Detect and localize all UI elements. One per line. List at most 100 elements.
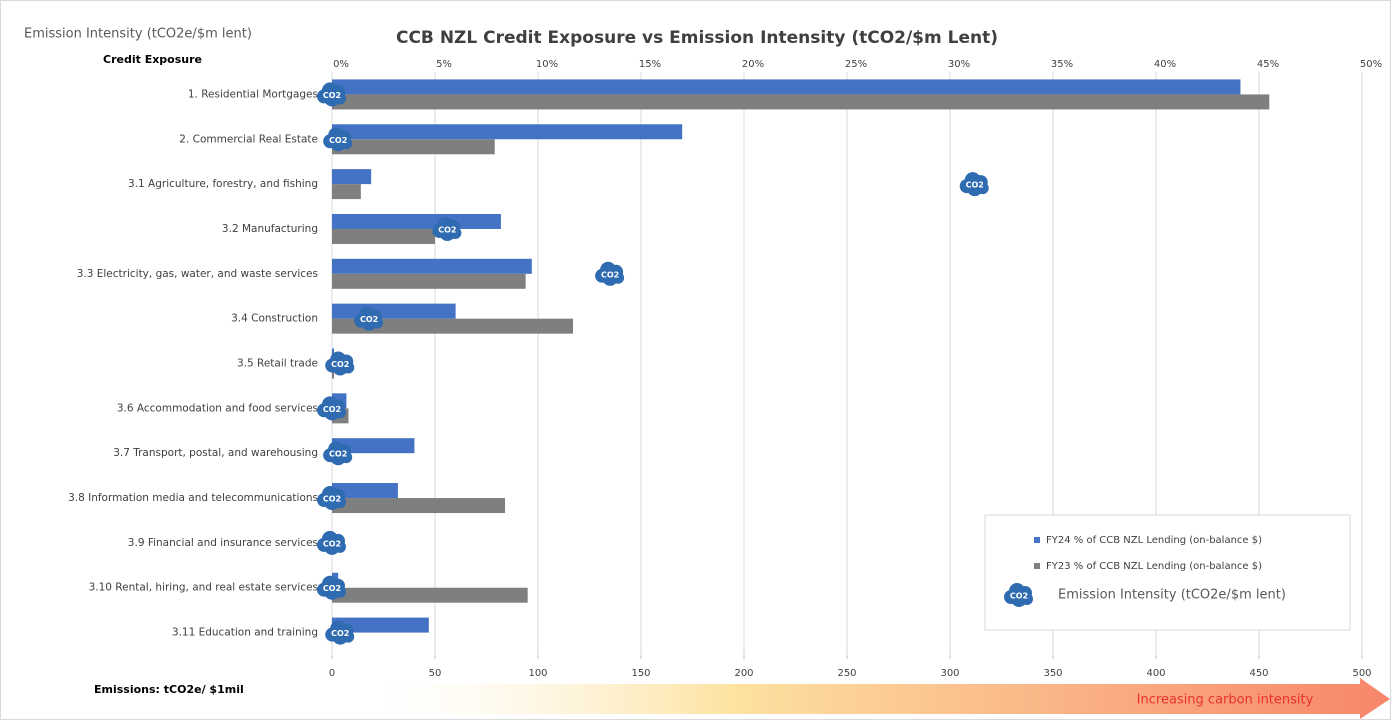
legend-label: Emission Intensity (tCO2e/$m lent) (1058, 588, 1286, 603)
bar (332, 483, 398, 499)
bar (332, 184, 361, 200)
bar (332, 498, 506, 514)
x-tick-label: 20% (742, 59, 764, 70)
cloud-part (330, 135, 347, 152)
emission-point: CO2 (323, 127, 353, 152)
x2-tick-label: 250 (837, 668, 856, 679)
cloud-part (332, 359, 349, 376)
bar (332, 139, 495, 155)
x-tick-label: 30% (948, 59, 970, 70)
emission-point: CO2 (317, 396, 346, 421)
x-tick-label: 0% (333, 59, 349, 70)
y-tick-label: 3.6 Accommodation and food services (117, 402, 318, 414)
bar (332, 213, 501, 229)
cloud-part (966, 180, 983, 197)
legend-icon: CO2 (1004, 583, 1033, 607)
x-tick-label: 10% (536, 59, 558, 70)
bar (332, 79, 1241, 95)
icon-label: CO2 (323, 405, 341, 414)
x2-tick-label: 100 (528, 668, 547, 679)
bar (332, 273, 526, 289)
x2-tick-label: 500 (1352, 668, 1371, 679)
y-tick-label: 3.3 Electricity, gas, water, and waste s… (77, 268, 318, 280)
x2-tick-label: 50 (429, 668, 442, 679)
legend-label: FY23 % of CCB NZL Lending (on-balance $) (1046, 561, 1262, 572)
bar (332, 617, 429, 633)
x2-tick-label: 300 (940, 668, 959, 679)
icon-label: CO2 (331, 629, 349, 638)
x2-tick-label: 150 (631, 668, 650, 679)
top-left-label: Emission Intensity (tCO2e/$m lent) (24, 27, 252, 42)
annotation: Increasing carbon intensity (1137, 693, 1314, 708)
y-tick-label: 3.1 Agriculture, forestry, and fishing (128, 178, 318, 190)
icon-label: CO2 (360, 315, 378, 324)
y-tick-label: 3.5 Retail trade (237, 358, 318, 370)
bar (332, 438, 415, 454)
emission-point: CO2 (432, 216, 462, 241)
cloud-part (1011, 591, 1027, 607)
legend-swatch (1034, 537, 1040, 543)
chart-title: CCB NZL Credit Exposure vs Emission Inte… (396, 28, 998, 48)
emission-point: CO2 (959, 172, 989, 197)
bar (332, 587, 528, 603)
emission-point: CO2 (317, 486, 346, 511)
x2-tick-label: 350 (1043, 668, 1062, 679)
x2-axis-label: Emissions: tCO2e/ $1mil (94, 683, 244, 696)
icon-label: CO2 (329, 136, 347, 145)
y-tick-label: 3.10 Rental, hiring, and real estate ser… (89, 582, 318, 594)
emission-point: CO2 (317, 575, 346, 600)
icon-label: CO2 (323, 584, 341, 593)
bar (332, 169, 372, 185)
y-tick-label: 3.8 Information media and telecommunicat… (68, 492, 318, 504)
emission-point: CO2 (317, 82, 346, 107)
category-axis-label: Credit Exposure (103, 53, 202, 66)
icon-label: CO2 (323, 495, 341, 504)
legend-label: FY24 % of CCB NZL Lending (on-balance $) (1046, 535, 1262, 546)
icon-label: CO2 (331, 360, 349, 369)
icon-label: CO2 (1010, 592, 1028, 601)
emission-point: CO2 (595, 261, 625, 286)
bar (332, 228, 435, 244)
emission-point: CO2 (325, 351, 355, 376)
bar (332, 258, 532, 274)
x2-tick-label: 450 (1249, 668, 1268, 679)
intensity-arrow (380, 678, 1390, 719)
emission-point: CO2 (354, 306, 384, 331)
cloud-part (324, 538, 340, 555)
legend-swatch (1034, 563, 1040, 569)
emission-point: CO2 (325, 620, 355, 645)
icon-label: CO2 (966, 181, 984, 190)
x-tick-label: 40% (1154, 59, 1176, 70)
cloud-part (602, 269, 619, 286)
y-tick-label: 2. Commercial Real Estate (179, 133, 318, 145)
emission-point: CO2 (317, 530, 346, 555)
cloud-part (330, 449, 347, 466)
x-tick-label: 35% (1051, 59, 1073, 70)
emission-point: CO2 (323, 441, 353, 466)
y-tick-label: 3.9 Financial and insurance services (128, 537, 318, 549)
y-tick-label: 3.7 Transport, postal, and warehousing (113, 447, 318, 459)
legend-box (984, 514, 1351, 631)
icon-label: CO2 (438, 225, 456, 234)
cloud-part (324, 583, 340, 600)
icon-label: CO2 (323, 91, 341, 100)
cloud-part (361, 314, 378, 331)
bar (332, 94, 1270, 110)
y-tick-label: 3.4 Construction (231, 313, 318, 325)
x-tick-label: 50% (1360, 59, 1382, 70)
x-tick-label: 5% (436, 59, 452, 70)
bar (332, 303, 456, 319)
icon-label: CO2 (323, 539, 341, 548)
x-tick-label: 25% (845, 59, 867, 70)
cloud-part (332, 628, 349, 645)
cloud-part (324, 494, 340, 511)
x-tick-label: 15% (639, 59, 661, 70)
icon-label: CO2 (601, 270, 619, 279)
x-tick-label: 45% (1257, 59, 1279, 70)
y-tick-label: 3.11 Education and training (172, 627, 318, 639)
x2-tick-label: 0 (329, 668, 335, 679)
cloud-part (324, 404, 340, 421)
icon-label: CO2 (329, 450, 347, 459)
bar (332, 124, 683, 140)
